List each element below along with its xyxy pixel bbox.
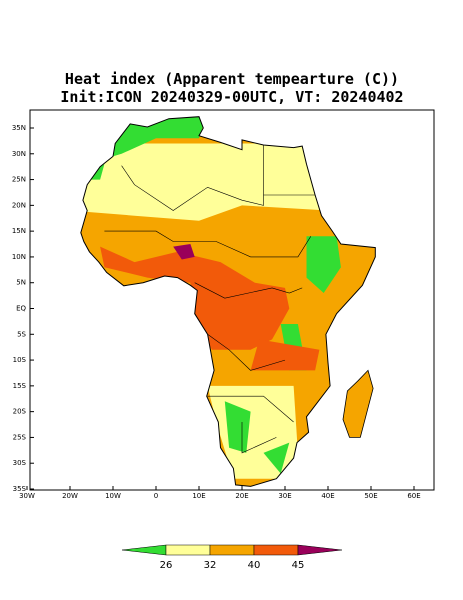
lat-label: 30N [12,150,26,158]
coastline [80,116,376,487]
temperature-zone [173,244,195,260]
temperature-zone [224,401,251,453]
border [241,422,277,454]
colorbar-swatch [297,544,343,556]
lon-label: 30E [278,492,291,500]
lon-label: 30W [19,492,35,500]
temperature-zone [250,339,320,371]
subtitle: Init:ICON 20240329-00UTC, VT: 20240402 [60,88,403,106]
title: Heat index (Apparent tempearture (C)) [65,70,399,88]
lon-label: 50E [364,492,377,500]
lat-label: 20S [13,408,27,416]
ticks: 35N 30N 25N 20N 15N 10N 5N EQ 5S 10S 15S 20S 25S 30S 3… [12,124,421,500]
lon-label: 40E [321,492,334,500]
colorbar-label: 45 [292,560,305,571]
madagascar [342,369,374,438]
border [207,395,294,423]
lon-label: 0 [154,492,158,500]
lat-label: EQ [16,305,26,313]
border [194,282,303,299]
border [207,334,286,371]
colorbar-swatch [253,544,299,556]
lat-label: 30S [13,459,27,467]
border [121,145,264,211]
temperature-zone [263,442,290,474]
lat-label: 25N [12,176,26,184]
colorbar: 26 32 40 45 [121,544,343,571]
colorbar-swatch [209,544,255,556]
colorbar-label: 32 [204,560,217,571]
lat-label: 5S [17,330,26,338]
lat-label: 10S [13,356,27,364]
lat-label: 35S [13,485,27,493]
lat-label: 25S [13,433,27,441]
colorbar-swatch [121,544,167,556]
lon-label: 20E [235,492,248,500]
lat-label: 15N [12,227,26,235]
lat-label: 5N [16,279,26,287]
lon-label: 10W [105,492,121,500]
borders [104,145,316,454]
temperature-zone [306,236,341,293]
lat-label: 20N [12,201,26,209]
lon-label: 60E [407,492,420,500]
border [104,230,312,258]
lon-label: 20W [62,492,78,500]
lat-label: 10N [12,253,26,261]
colorbar-swatch [165,544,211,556]
lon-label: 10E [192,492,205,500]
lat-label: 35N [12,124,26,132]
colorbar-label: 40 [248,560,261,571]
lat-label: 15S [13,382,27,390]
colorbar-label: 26 [160,560,173,571]
